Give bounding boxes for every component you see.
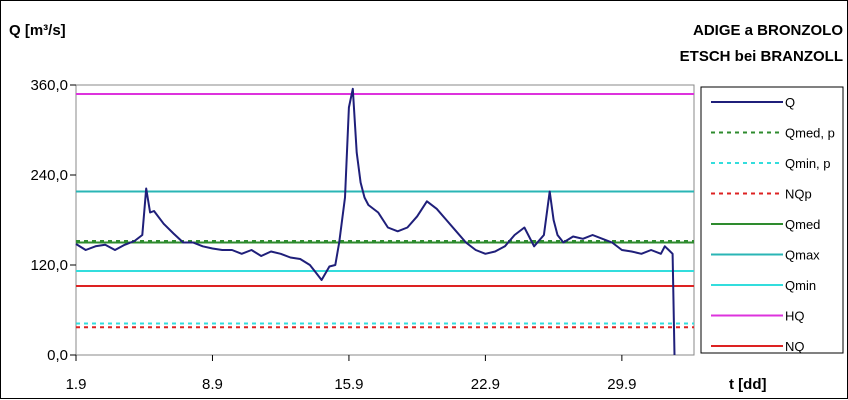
y-axis-label: Q [m³/s] [9, 22, 66, 39]
x-tick-label: 29.9 [607, 376, 636, 393]
legend-label: NQp [785, 187, 812, 202]
y-tick-label: 120,0 [30, 257, 68, 274]
legend-box [700, 86, 844, 354]
legend-label: Qmed [785, 217, 820, 232]
legend-label: NQ [785, 339, 805, 354]
reference-lines [76, 93, 694, 329]
x-tick-label: 1.9 [66, 376, 87, 393]
legend: Q Qmed, p Qmin, p NQp Qmed Qmax Qmin HQ NQ [711, 95, 835, 354]
y-tick-label: 240,0 [30, 167, 68, 184]
legend-label: Qmax [785, 248, 820, 263]
y-tick-label: 0,0 [47, 347, 68, 364]
series-line-q [75, 87, 676, 356]
legend-label: HQ [785, 309, 805, 324]
legend-label: Qmin [785, 278, 816, 293]
x-tick-label: 15.9 [334, 376, 363, 393]
legend-label: Qmin, p [785, 156, 831, 171]
plot-area [75, 84, 695, 356]
y-tick-label: 360,0 [30, 77, 68, 94]
axes: 0,0 120,0 240,0 360,0 1.9 8.9 15.9 22.9 29.9 [30, 77, 636, 393]
chart-title: ADIGE a BRONZOLO [693, 22, 843, 39]
x-tick-label: 22.9 [471, 376, 500, 393]
x-tick-label: 8.9 [202, 376, 223, 393]
legend-label: Q [785, 95, 795, 110]
x-axis-label: t [dd] [729, 376, 766, 393]
series-layer [75, 87, 676, 356]
chart-subtitle: ETSCH bei BRANZOLL [680, 48, 843, 65]
legend-label: Qmed, p [785, 126, 835, 141]
